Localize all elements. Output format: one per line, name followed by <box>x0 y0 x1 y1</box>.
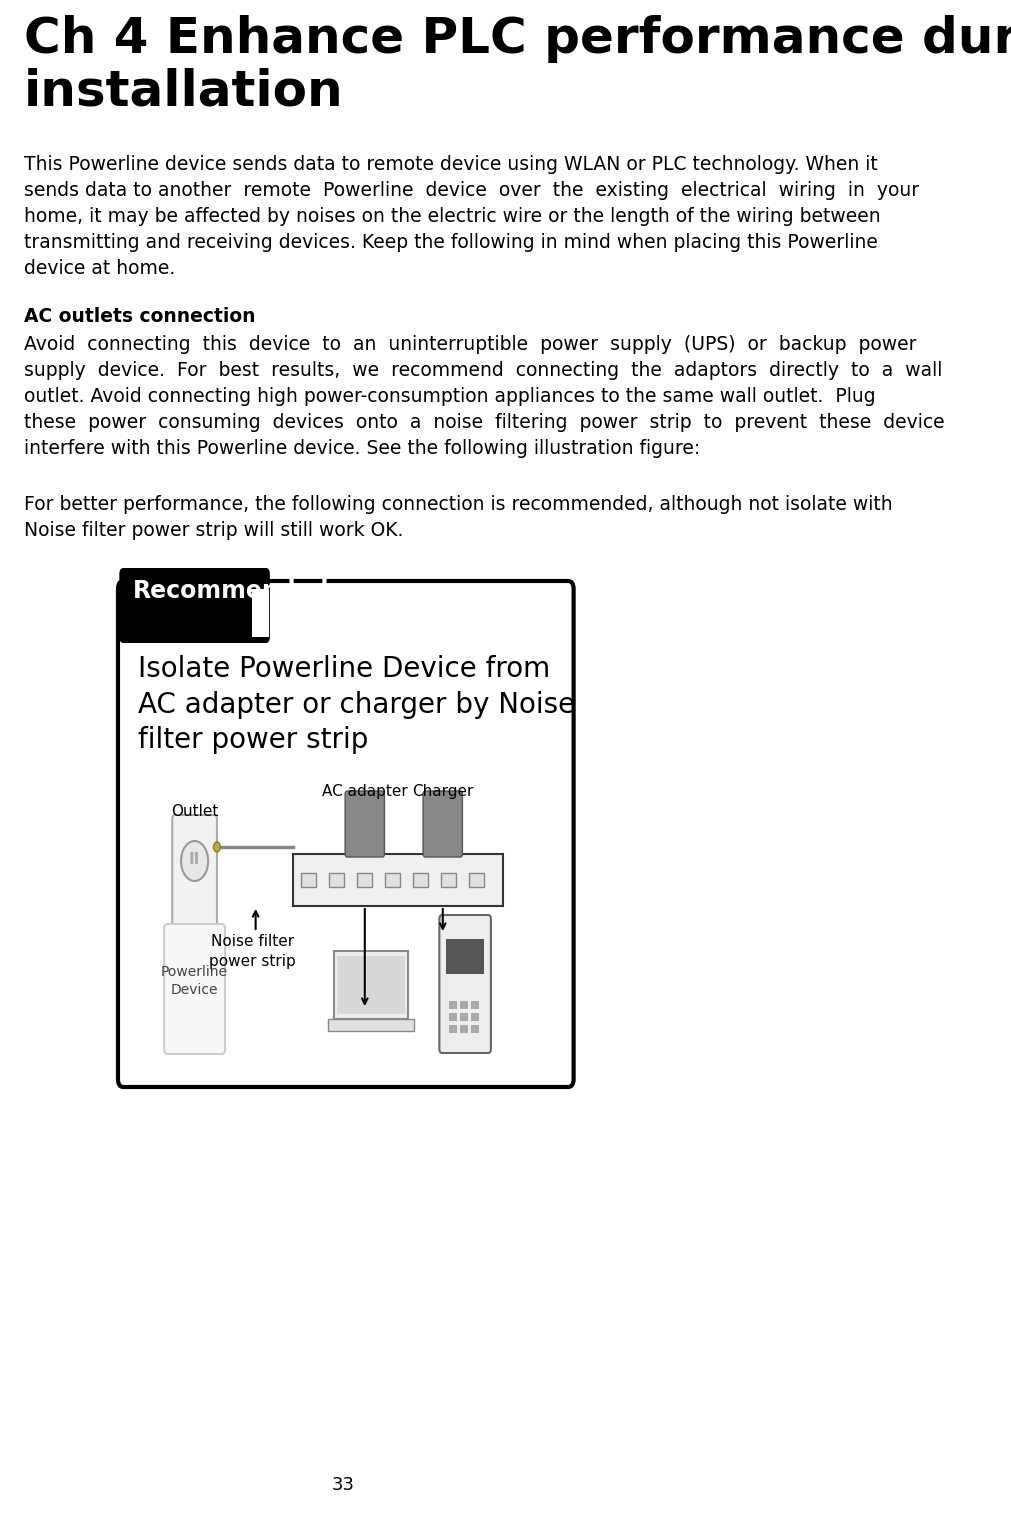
Text: For better performance, the following connection is recommended, although not is: For better performance, the following co… <box>23 495 892 513</box>
Text: Powerline
Device: Powerline Device <box>161 965 227 996</box>
Bar <box>459 1025 467 1033</box>
Circle shape <box>213 842 220 852</box>
Bar <box>446 939 483 974</box>
Text: Recommended: Recommended <box>132 579 329 603</box>
Text: interfere with this Powerline device. See the following illustration figure:: interfere with this Powerline device. Se… <box>23 439 700 459</box>
Bar <box>356 873 371 887</box>
Text: AC outlets connection: AC outlets connection <box>23 307 255 327</box>
FancyBboxPatch shape <box>119 568 270 643</box>
Text: installation: installation <box>23 67 343 115</box>
FancyBboxPatch shape <box>423 791 462 857</box>
FancyBboxPatch shape <box>439 914 490 1053</box>
Bar <box>470 1013 478 1021</box>
Bar <box>337 955 404 1015</box>
Bar <box>329 873 344 887</box>
Bar <box>334 951 407 1019</box>
Text: Outlet: Outlet <box>171 804 218 819</box>
Text: outlet. Avoid connecting high power-consumption appliances to the same wall outl: outlet. Avoid connecting high power-cons… <box>23 387 875 406</box>
Text: AC adapter: AC adapter <box>321 784 407 799</box>
Text: Noise filter
power strip: Noise filter power strip <box>208 934 295 969</box>
Text: II: II <box>189 852 200 866</box>
Bar <box>300 873 315 887</box>
Bar <box>449 1001 457 1009</box>
Bar <box>292 854 502 905</box>
Bar <box>385 873 399 887</box>
Bar <box>449 1025 457 1033</box>
FancyBboxPatch shape <box>164 924 224 1054</box>
Text: these  power  consuming  devices  onto  a  noise  filtering  power  strip  to  p: these power consuming devices onto a noi… <box>23 413 943 431</box>
Bar <box>470 1025 478 1033</box>
Text: Noise filter power strip will still work OK.: Noise filter power strip will still work… <box>23 521 402 539</box>
Text: Charger: Charger <box>411 784 473 799</box>
Text: This Powerline device sends data to remote device using WLAN or PLC technology. : This Powerline device sends data to remo… <box>23 155 877 175</box>
Text: sends data to another  remote  Powerline  device  over  the  existing  electrica: sends data to another remote Powerline d… <box>23 181 918 201</box>
Text: Isolate Powerline Device from
AC adapter or charger by Noise
filter power strip: Isolate Powerline Device from AC adapter… <box>139 655 575 755</box>
FancyBboxPatch shape <box>118 580 573 1088</box>
Bar <box>449 1013 457 1021</box>
Text: Avoid  connecting  this  device  to  an  uninterruptible  power  supply  (UPS)  : Avoid connecting this device to an unint… <box>23 336 915 354</box>
FancyBboxPatch shape <box>172 816 216 939</box>
Bar <box>412 873 428 887</box>
Text: home, it may be affected by noises on the electric wire or the length of the wir: home, it may be affected by noises on th… <box>23 207 880 226</box>
Bar <box>441 873 456 887</box>
Bar <box>469 873 483 887</box>
Bar <box>459 1013 467 1021</box>
Bar <box>124 620 252 639</box>
Text: supply  device.  For  best  results,  we  recommend  connecting  the  adaptors  : supply device. For best results, we reco… <box>23 362 941 380</box>
Bar <box>328 1019 413 1031</box>
FancyBboxPatch shape <box>345 791 384 857</box>
Text: device at home.: device at home. <box>23 260 175 278</box>
Text: 33: 33 <box>332 1476 354 1495</box>
Circle shape <box>181 842 208 881</box>
Text: transmitting and receiving devices. Keep the following in mind when placing this: transmitting and receiving devices. Keep… <box>23 232 877 252</box>
Bar <box>459 1001 467 1009</box>
Bar <box>470 1001 478 1009</box>
Bar <box>252 589 269 636</box>
Text: Ch 4 Enhance PLC performance during: Ch 4 Enhance PLC performance during <box>23 15 1011 62</box>
